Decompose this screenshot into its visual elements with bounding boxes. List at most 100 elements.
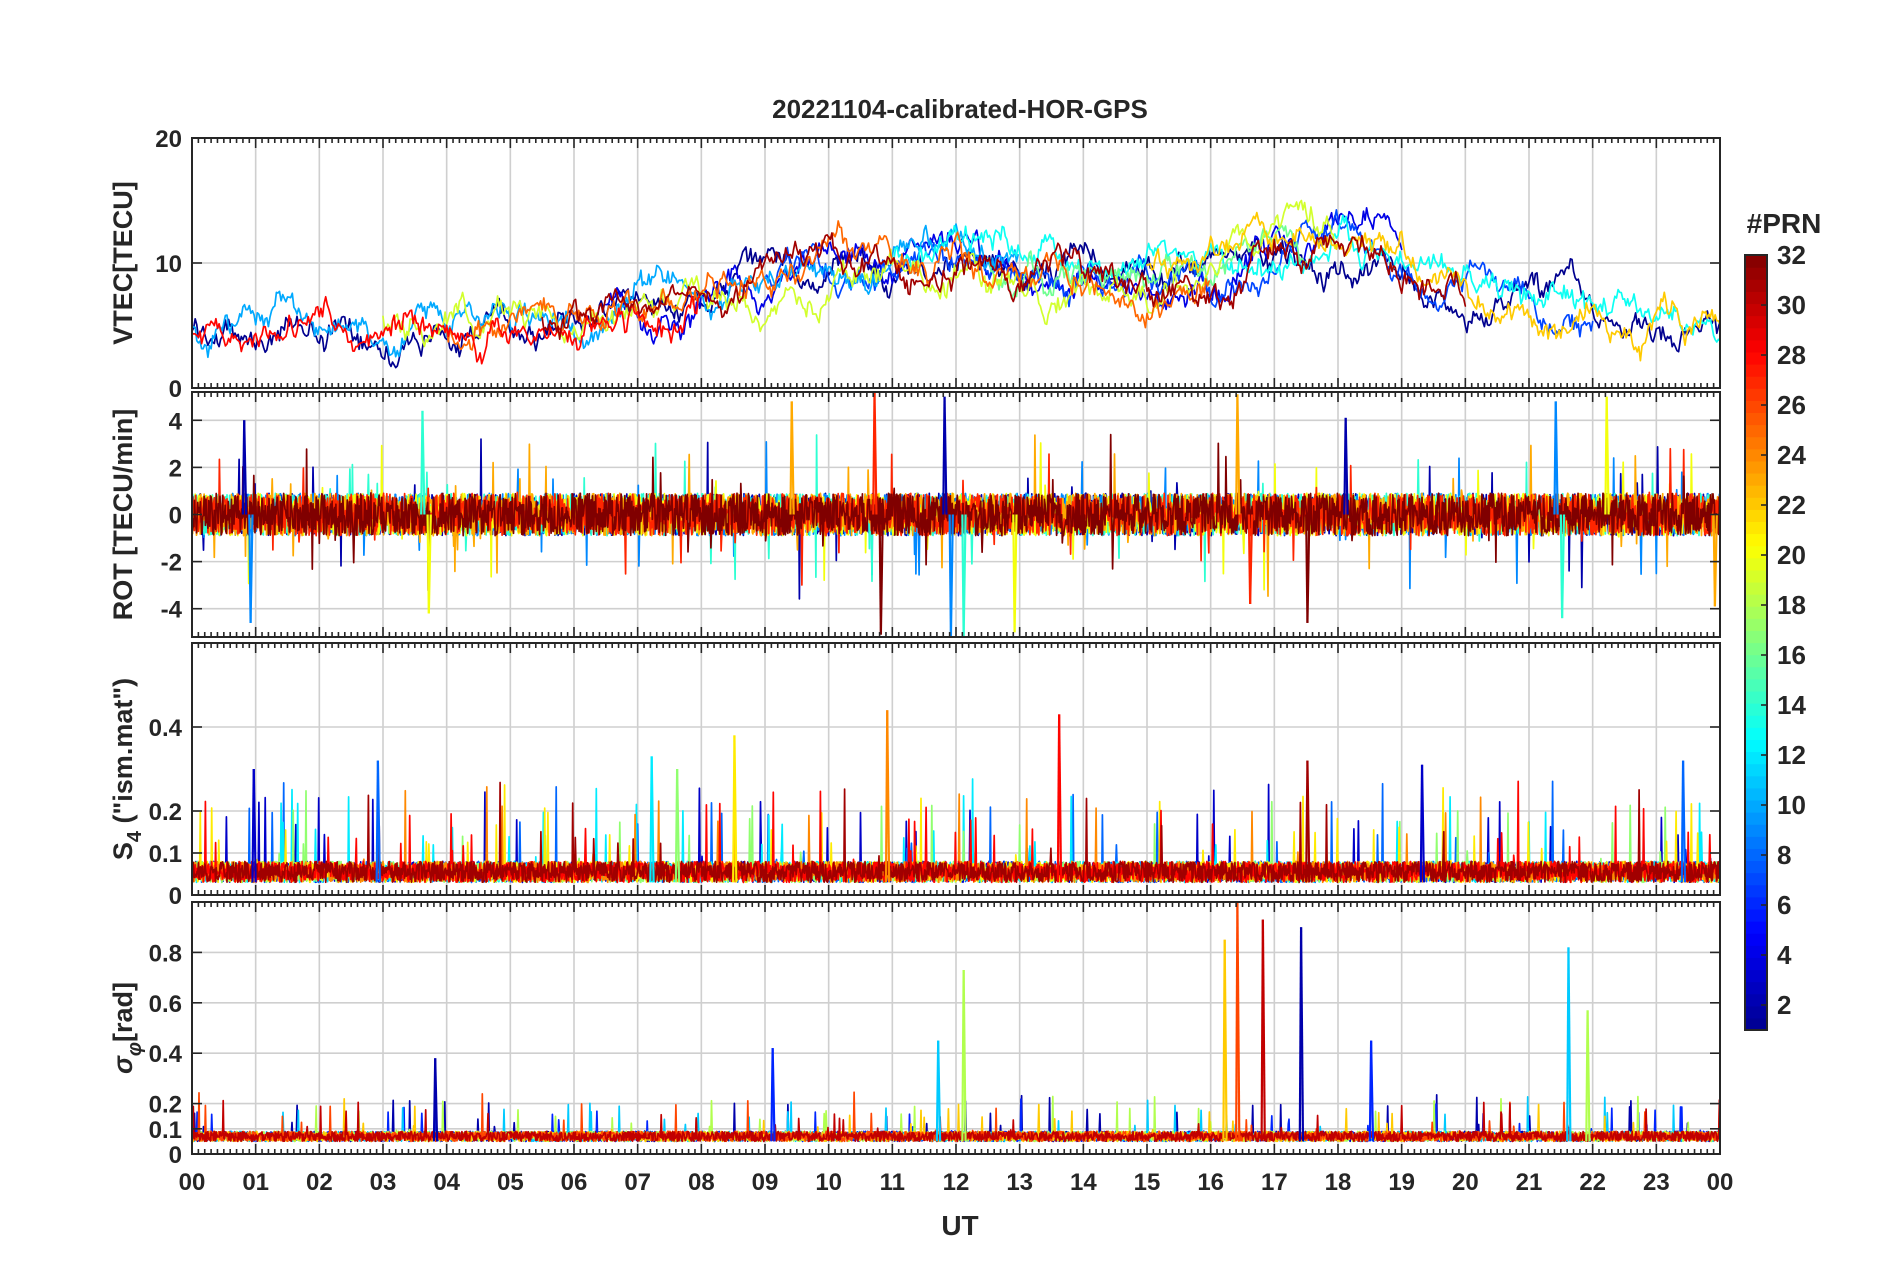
colorbar-tick-label: 22: [1777, 490, 1806, 520]
y-tick-label: -4: [161, 597, 183, 624]
series-prn-25: [445, 220, 1210, 351]
colorbar-band: [1745, 472, 1767, 486]
chart-title: 20221104-calibrated-HOR-GPS: [772, 94, 1148, 124]
colorbar-band: [1745, 569, 1767, 583]
series-prn-31: [541, 232, 1467, 341]
colorbar-band: [1745, 630, 1767, 644]
x-tick-label: 07: [624, 1169, 651, 1196]
x-tick-label: 19: [1388, 1169, 1415, 1196]
colorbar-band: [1745, 594, 1767, 607]
x-axis-label: UT: [941, 1210, 978, 1241]
colorbar-band: [1745, 799, 1767, 813]
colorbar-band: [1745, 460, 1767, 474]
spike-mark: [771, 1048, 776, 1142]
y-tick-label: 0.1: [149, 841, 182, 868]
colorbar-band: [1745, 557, 1767, 571]
colorbar-band: [1745, 751, 1767, 765]
y-axis-label: S4 ("ism.mat"): [108, 678, 146, 860]
colorbar-band: [1745, 678, 1767, 692]
y-axis-label-rest: [rad]: [108, 982, 138, 1042]
spike-mark: [1306, 760, 1311, 883]
colorbar-band: [1745, 715, 1767, 728]
colorbar-band: [1745, 642, 1767, 656]
x-tick-label: 14: [1070, 1169, 1097, 1196]
spike-mark: [879, 514, 884, 635]
y-tick-label: 10: [155, 251, 182, 278]
x-tick-label: 03: [370, 1169, 397, 1196]
x-tick-label: 12: [943, 1169, 970, 1196]
spike-mark: [1013, 514, 1018, 633]
colorbar-tick-label: 14: [1777, 690, 1806, 720]
colorbar-tick-label: 20: [1777, 540, 1806, 570]
series-prn-22: [1146, 211, 1720, 362]
colorbar-band: [1745, 497, 1767, 510]
colorbar-tick-label: 12: [1777, 740, 1806, 770]
colorbar-band: [1745, 388, 1767, 401]
y-axis-label: ROT [TECU/min]: [108, 409, 138, 620]
spike-mark: [873, 392, 878, 515]
colorbar-band: [1745, 448, 1767, 462]
spike-mark: [1236, 394, 1241, 515]
colorbar-band: [1745, 1005, 1767, 1019]
spike-mark: [1713, 514, 1718, 607]
spike-mark: [676, 768, 681, 883]
colorbar-band: [1745, 812, 1767, 825]
colorbar-tick-label: 18: [1777, 590, 1806, 620]
colorbar-tick-label: 30: [1777, 290, 1806, 320]
colorbar-band: [1745, 424, 1767, 438]
y-axis-label-main: S: [108, 842, 138, 860]
y-tick-label: 20: [155, 126, 182, 153]
colorbar-band: [1745, 933, 1767, 946]
spike-mark: [943, 396, 948, 515]
x-tick-label: 10: [815, 1169, 842, 1196]
colorbar-band: [1745, 703, 1767, 716]
colorbar-band: [1745, 255, 1767, 268]
spike-mark: [427, 514, 432, 614]
y-tick-label: 4: [169, 408, 183, 435]
spike-mark: [1605, 396, 1610, 515]
colorbar-tick-label: 24: [1777, 440, 1806, 470]
panel-s4: 00.10.20.4S4 ("ism.mat"): [108, 642, 1721, 910]
colorbar-band: [1745, 267, 1767, 280]
x-tick-label: 21: [1516, 1169, 1543, 1196]
spike-mark: [1344, 417, 1349, 515]
series-group: [192, 902, 1720, 1143]
y-axis-label-main: σ: [108, 1055, 138, 1074]
x-tick-label: 00: [1707, 1169, 1734, 1196]
y-axis-label-rest: ("ism.mat"): [108, 678, 138, 831]
y-tick-label: 0.4: [149, 715, 183, 742]
x-tick-label: 02: [306, 1169, 333, 1196]
panel-sigma_phi: 00.10.20.40.60.8σφ[rad]00 01 02 03 04 05 06 07 0…: [108, 901, 1734, 1196]
y-axis-label-subscript: 4: [124, 830, 146, 842]
spike-mark: [1586, 1010, 1591, 1142]
colorbar-tick-label: 16: [1777, 640, 1806, 670]
spike-mark: [1567, 947, 1572, 1142]
colorbar-band: [1745, 739, 1767, 753]
colorbar-band: [1745, 969, 1767, 983]
x-tick-label: 13: [1006, 1169, 1033, 1196]
colorbar-tick-label: 28: [1777, 340, 1806, 370]
spike-mark: [1306, 514, 1311, 623]
spike-mark: [1420, 764, 1426, 883]
spike-mark: [733, 735, 738, 883]
colorbar-band: [1745, 412, 1767, 426]
x-tick-label: 06: [561, 1169, 588, 1196]
x-tick-label: 22: [1579, 1169, 1606, 1196]
panel-vtec: 0 10 20 VTEC[TECU]: [108, 126, 1721, 403]
x-tick-label: 20: [1452, 1169, 1479, 1196]
spike-mark: [790, 401, 795, 515]
spike-mark: [252, 768, 257, 883]
spike-mark: [249, 514, 254, 623]
y-tick-label: 0: [169, 883, 182, 910]
spike-mark: [243, 420, 248, 515]
spike-mark: [1554, 401, 1559, 515]
colorbar-band: [1745, 618, 1767, 631]
colorbar-tick-label: 6: [1777, 890, 1791, 920]
series-group: [192, 199, 1720, 369]
y-tick-label: 0: [169, 503, 182, 530]
y-tick-label: 0: [169, 1142, 182, 1169]
